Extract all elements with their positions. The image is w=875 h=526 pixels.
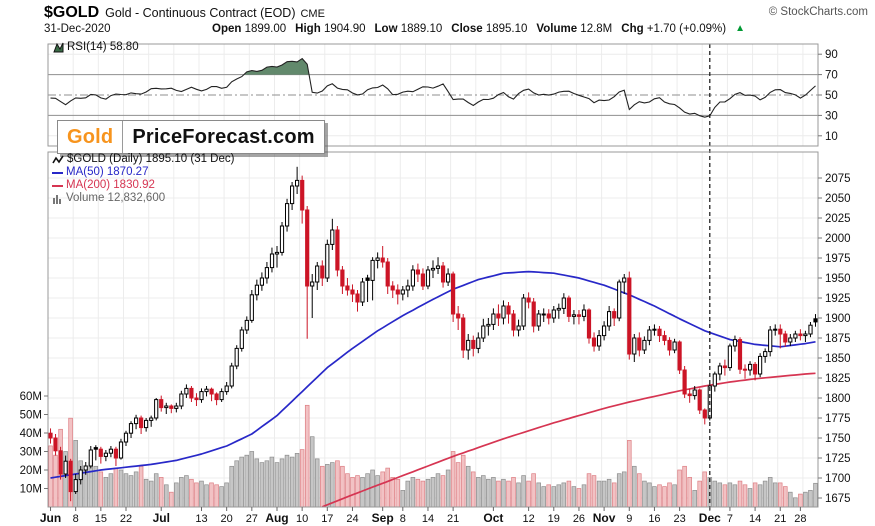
svg-text:1825: 1825 [825,373,851,385]
svg-text:Nov: Nov [593,511,616,525]
svg-text:10M: 10M [20,484,42,496]
svg-text:1950: 1950 [825,273,851,285]
svg-text:1700: 1700 [825,473,851,485]
svg-text:1750: 1750 [825,433,851,445]
symbol: $GOLD [44,4,100,21]
volume-legend-row: Volume 12,832,600 [52,192,234,205]
svg-text:2025: 2025 [825,213,851,225]
svg-text:50: 50 [825,90,838,102]
quote-row: 31-Dec-2020 Open 1899.00 High 1904.90 Low 1… [44,23,834,35]
svg-text:9: 9 [626,513,632,525]
watermark-site: PriceForecast.com [132,125,315,148]
svg-text:1925: 1925 [825,293,851,305]
open-field: Open 1899.00 [212,23,287,35]
svg-text:40M: 40M [20,428,42,440]
svg-text:7: 7 [727,513,733,525]
volume-bars-icon [53,194,61,204]
svg-text:2075: 2075 [825,173,851,185]
low-field: Low 1889.10 [374,23,443,35]
svg-text:70: 70 [825,70,838,82]
svg-text:30: 30 [825,110,838,122]
svg-text:1900: 1900 [825,313,851,325]
svg-text:1975: 1975 [825,253,851,265]
svg-text:21: 21 [774,513,786,525]
watermark-box: Gold PriceForecast.com [57,120,325,154]
candlestick-style-icon [52,155,64,163]
ma200-legend-row: MA(200) 1830.92 [52,179,234,192]
svg-text:24: 24 [346,513,358,525]
chart-title: Gold - Continuous Contract (EOD) [105,6,296,20]
svg-text:13: 13 [195,513,207,525]
svg-text:8: 8 [400,513,406,525]
close-field: Close 1895.10 [451,23,528,35]
svg-text:27: 27 [246,513,258,525]
ma200-line-swatch [52,184,63,187]
svg-text:14: 14 [422,513,434,525]
high-field: High 1904.90 [295,23,366,35]
svg-text:Aug: Aug [265,511,288,525]
quote-date: 31-Dec-2020 [44,23,111,35]
svg-text:21: 21 [447,513,459,525]
svg-text:20: 20 [221,513,233,525]
symbol-legend-row: $GOLD (Daily) 1895.10 (31 Dec) [52,153,234,166]
svg-text:30M: 30M [20,447,42,459]
ma50-line-swatch [52,171,63,174]
svg-text:28: 28 [794,513,806,525]
svg-text:1875: 1875 [825,333,851,345]
svg-text:16: 16 [648,513,660,525]
svg-text:1725: 1725 [825,453,851,465]
svg-text:26: 26 [573,513,585,525]
svg-text:2000: 2000 [825,233,851,245]
svg-text:2050: 2050 [825,193,851,205]
svg-text:19: 19 [548,513,560,525]
volume-legend-label: Volume 12,832,600 [66,192,166,204]
svg-text:60M: 60M [20,391,42,403]
svg-text:15: 15 [95,513,107,525]
change-field: Chg +1.70 (+0.09%) [621,23,727,35]
svg-text:10: 10 [825,131,838,143]
svg-text:8: 8 [73,513,79,525]
svg-text:90: 90 [825,49,838,61]
svg-text:1800: 1800 [825,393,851,405]
rsi-legend-label: RSI(14) 58.80 [67,41,139,53]
svg-text:Dec: Dec [699,511,721,525]
svg-text:20M: 20M [20,465,42,477]
rsi-legend: RSI(14) 58.80 [53,41,139,53]
svg-text:23: 23 [673,513,685,525]
stockcharts-credit: © StockCharts.com [768,6,868,18]
svg-text:1675: 1675 [825,493,851,505]
ma50-legend-row: MA(50) 1870.27 [52,166,234,179]
exchange-label: CME [300,8,325,20]
svg-text:50M: 50M [20,410,42,422]
svg-text:1775: 1775 [825,413,851,425]
svg-text:Jul: Jul [153,511,170,525]
svg-text:Oct: Oct [483,511,503,525]
volume-field: Volume 12.8M [536,23,613,35]
svg-text:10: 10 [296,513,308,525]
chart-header: $GOLD Gold - Continuous Contract (EOD) CME [44,4,325,22]
svg-text:Sep: Sep [372,511,394,525]
watermark-brand: Gold [58,121,124,153]
ma200-legend-label: MA(200) 1830.92 [66,179,155,191]
svg-text:1850: 1850 [825,353,851,365]
main-legend: $GOLD (Daily) 1895.10 (31 Dec) MA(50) 18… [52,153,234,205]
svg-text:22: 22 [120,513,132,525]
svg-text:17: 17 [321,513,333,525]
svg-text:12: 12 [522,513,534,525]
ma50-legend-label: MA(50) 1870.27 [66,166,149,178]
svg-text:Jun: Jun [40,511,61,525]
chg-up-arrow-icon: ▲ [735,23,746,34]
svg-text:14: 14 [749,513,761,525]
symbol-legend-label: $GOLD (Daily) 1895.10 (31 Dec) [67,153,235,165]
rsi-indicator-icon [53,42,64,52]
